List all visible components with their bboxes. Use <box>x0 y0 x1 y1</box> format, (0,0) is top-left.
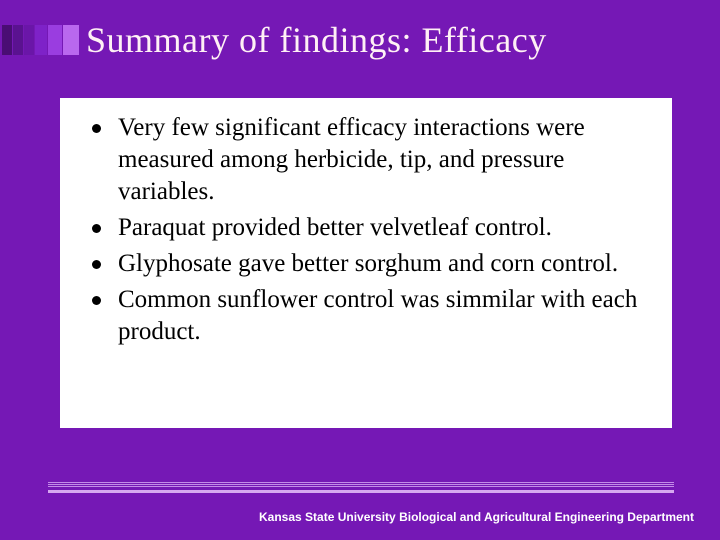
bottom-decoration <box>48 482 674 496</box>
footer-text: Kansas State University Biological and A… <box>259 510 694 524</box>
list-item: Glyphosate gave better sorghum and corn … <box>100 248 648 280</box>
divider-line-icon <box>48 490 674 493</box>
list-item: Common sunflower control was simmilar wi… <box>100 284 648 348</box>
slide-title: Summary of findings: Efficacy <box>86 19 547 61</box>
divider-line-icon <box>48 486 674 487</box>
deco-bar-icon <box>13 25 23 55</box>
divider-line-icon <box>48 484 674 485</box>
deco-bar-icon <box>35 25 47 55</box>
deco-bar-icon <box>63 25 79 55</box>
list-item: Paraquat provided better velvetleaf cont… <box>100 212 648 244</box>
bullet-list: Very few significant efficacy interactio… <box>100 112 648 348</box>
bullet-text: Glyphosate gave better sorghum and corn … <box>118 250 618 277</box>
deco-bar-icon <box>24 25 34 55</box>
deco-bar-icon <box>48 25 62 55</box>
title-row: Summary of findings: Efficacy <box>0 14 720 66</box>
bullet-text: Paraquat provided better velvetleaf cont… <box>118 214 552 241</box>
divider-line-icon <box>48 482 674 483</box>
list-item: Very few significant efficacy interactio… <box>100 112 648 208</box>
title-decoration <box>2 25 80 55</box>
deco-bar-icon <box>2 25 12 55</box>
content-box: Very few significant efficacy interactio… <box>60 98 672 428</box>
bullet-text: Common sunflower control was simmilar wi… <box>118 286 637 345</box>
bullet-text: Very few significant efficacy interactio… <box>118 114 585 205</box>
slide: Summary of findings: Efficacy Very few s… <box>0 0 720 540</box>
